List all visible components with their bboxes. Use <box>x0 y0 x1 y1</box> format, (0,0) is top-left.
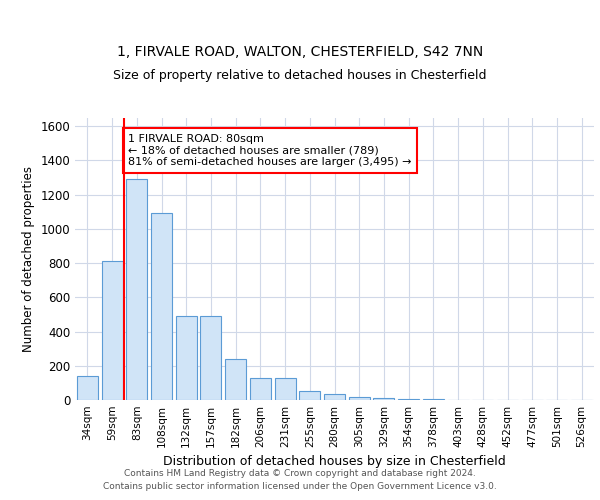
X-axis label: Distribution of detached houses by size in Chesterfield: Distribution of detached houses by size … <box>163 456 506 468</box>
Bar <box>275 378 296 400</box>
Text: Size of property relative to detached houses in Chesterfield: Size of property relative to detached ho… <box>113 69 487 82</box>
Bar <box>151 212 172 400</box>
Bar <box>349 396 370 400</box>
Text: 1, FIRVALE ROAD, WALTON, CHESTERFIELD, S42 7NN: 1, FIRVALE ROAD, WALTON, CHESTERFIELD, S… <box>117 44 483 59</box>
Bar <box>324 394 345 400</box>
Text: 1 FIRVALE ROAD: 80sqm
← 18% of detached houses are smaller (789)
81% of semi-det: 1 FIRVALE ROAD: 80sqm ← 18% of detached … <box>128 134 412 167</box>
Bar <box>250 378 271 400</box>
Y-axis label: Number of detached properties: Number of detached properties <box>22 166 35 352</box>
Bar <box>126 179 147 400</box>
Bar <box>200 316 221 400</box>
Bar <box>299 390 320 400</box>
Bar <box>373 398 394 400</box>
Bar <box>225 359 246 400</box>
Text: Contains HM Land Registry data © Crown copyright and database right 2024.: Contains HM Land Registry data © Crown c… <box>124 468 476 477</box>
Bar <box>176 316 197 400</box>
Text: Contains public sector information licensed under the Open Government Licence v3: Contains public sector information licen… <box>103 482 497 491</box>
Bar <box>77 376 98 400</box>
Bar <box>398 399 419 400</box>
Bar <box>101 262 122 400</box>
